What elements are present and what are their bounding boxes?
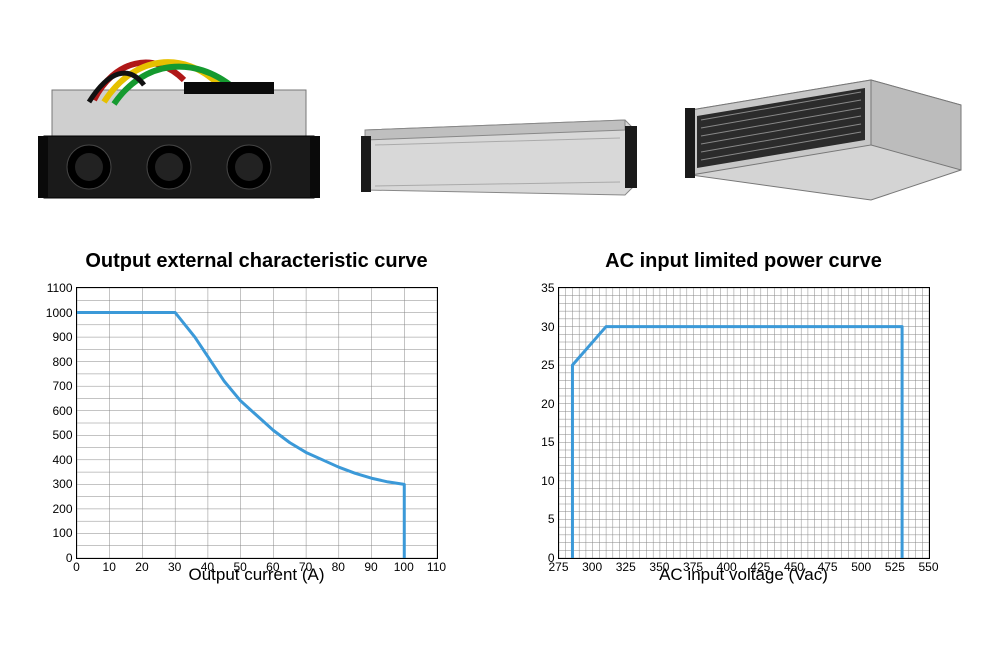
chart-left-title: Output external characteristic curve	[85, 250, 427, 273]
chart-right-title: AC input limited power curve	[605, 250, 882, 273]
product-photo-row	[28, 20, 972, 220]
product-photo-side	[349, 90, 652, 220]
charts-row: Output external characteristic curve Out…	[28, 250, 972, 585]
chart-left-area: Output voltage (Vdc) 0100200300400500600…	[76, 287, 438, 585]
chart-right-plot: 0510152025303527530032535037540042545047…	[558, 287, 930, 559]
chart-left: Output external characteristic curve Out…	[28, 250, 485, 585]
chart-left-xlabel: Output current (A)	[76, 565, 438, 585]
product-photo-front	[28, 30, 331, 220]
chart-right: AC input limited power curve Output powe…	[515, 250, 972, 585]
product-photo-rear	[669, 50, 972, 220]
chart-right-area: Output power (kW) 0510152025303527530032…	[558, 287, 930, 585]
chart-right-xlabel: AC input voltage (Vac)	[558, 565, 930, 585]
chart-left-plot: 0100200300400500600700800900100011000102…	[76, 287, 438, 559]
